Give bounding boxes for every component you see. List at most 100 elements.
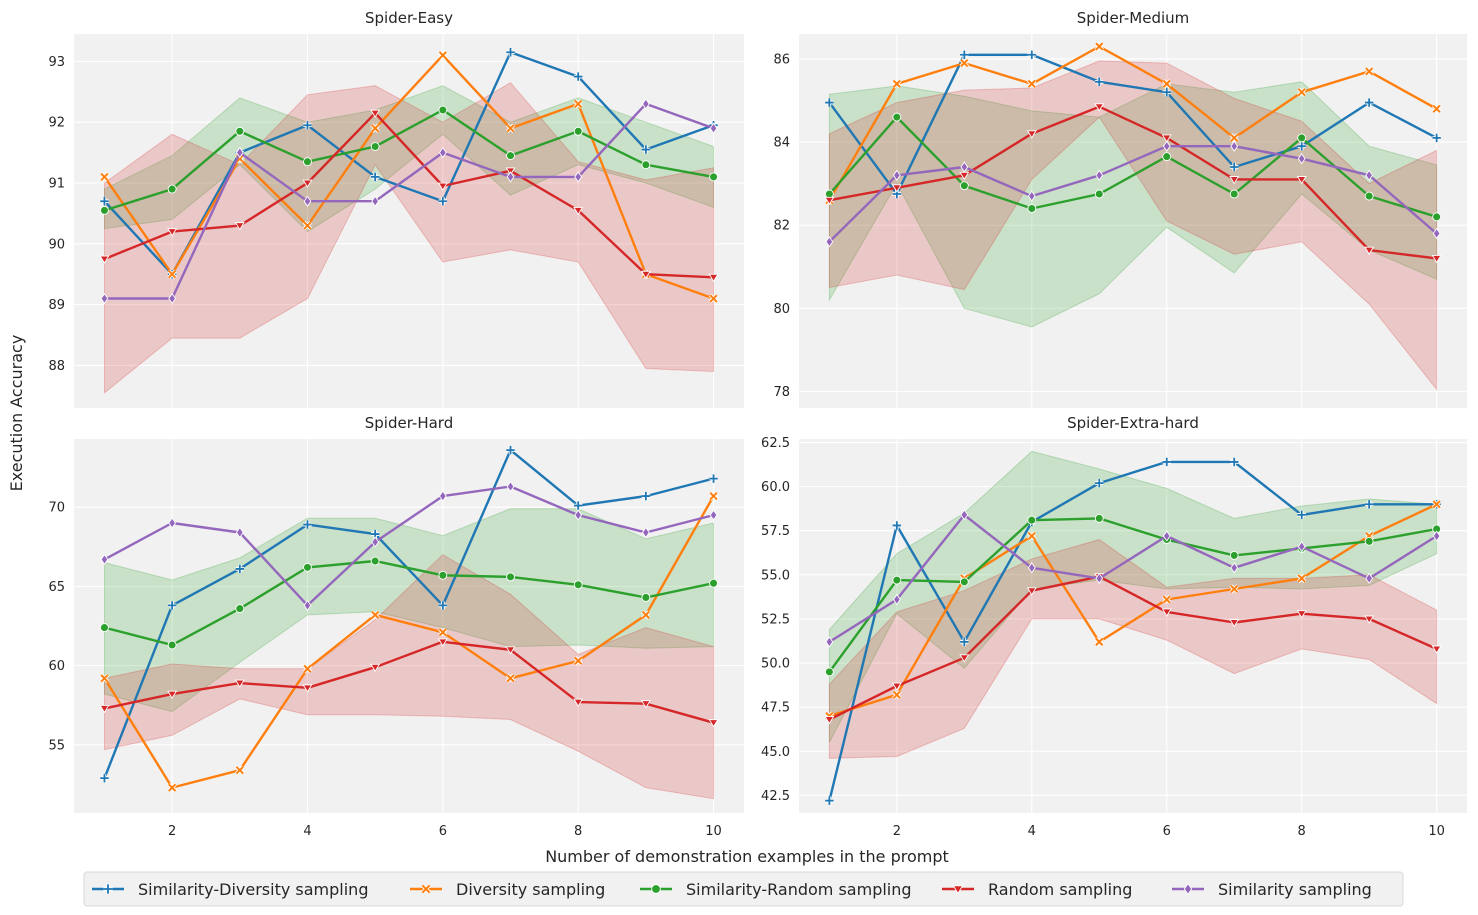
plot-area — [799, 34, 1467, 408]
y-tick-label: 50.0 — [761, 657, 790, 672]
panel-2: 78 80 82 84 86 Spider-Medium — [773, 9, 1467, 408]
point-diversity-sampling — [303, 221, 312, 230]
point-similarity-sampling — [1027, 562, 1036, 574]
point-similarity-sampling — [709, 122, 718, 134]
y-tick-label: 42.5 — [761, 789, 790, 804]
y-tick-label: 55 — [48, 738, 65, 753]
point-similarity-diversity-sampling — [303, 520, 312, 529]
y-tick-label: 82 — [773, 219, 790, 234]
point-similarity-random-sampling — [641, 160, 651, 170]
point-diversity-sampling — [1230, 584, 1239, 594]
point-similarity-sampling — [1432, 530, 1441, 542]
band-similarity-random-sampling — [104, 85, 714, 233]
y-tick-label: 91 — [48, 176, 65, 191]
point-diversity-sampling — [235, 766, 244, 775]
band-random-sampling — [104, 554, 714, 800]
point-similarity-diversity-sampling — [506, 48, 515, 57]
panel-title: Spider-Easy — [365, 9, 453, 27]
legend-label-similarity-diversity-sampling: Similarity-Diversity sampling — [138, 880, 368, 899]
y-tick-label: 88 — [48, 359, 65, 374]
y-tick-label: 78 — [773, 385, 790, 400]
y-tick-label: 60 — [48, 659, 65, 674]
point-diversity-sampling — [371, 610, 380, 619]
point-random-sampling — [437, 638, 448, 647]
y-tick-label: 57.5 — [761, 524, 790, 539]
y-tick-label: 52.5 — [761, 612, 790, 627]
point-similarity-diversity-sampling — [1095, 77, 1104, 86]
point-diversity-sampling — [709, 491, 718, 501]
point-similarity-random-sampling — [100, 623, 109, 633]
point-similarity-sampling — [641, 98, 650, 110]
band-random-sampling — [828, 60, 1438, 391]
point-similarity-random-sampling — [100, 205, 109, 215]
line-similarity-sampling — [104, 102, 714, 300]
point-similarity-random-sampling — [1364, 536, 1374, 546]
point-diversity-sampling — [892, 690, 901, 699]
point-similarity-sampling — [825, 636, 834, 648]
point-similarity-sampling — [709, 509, 718, 521]
point-diversity-sampling — [1432, 104, 1441, 113]
point-similarity-random-sampling — [824, 189, 834, 199]
point-random-sampling — [640, 700, 651, 709]
x-tick-label: 4 — [1028, 824, 1036, 839]
point-diversity-sampling — [438, 628, 447, 637]
point-similarity-diversity-sampling — [1230, 162, 1239, 172]
line-random-sampling — [104, 640, 714, 724]
x-tick-label: 2 — [893, 824, 901, 839]
point-similarity-random-sampling — [167, 640, 177, 650]
point-random-sampling — [824, 196, 835, 206]
point-similarity-diversity-sampling — [438, 601, 448, 610]
point-diversity-sampling — [1027, 531, 1036, 541]
point-similarity-sampling — [574, 509, 583, 521]
band-similarity-random-sampling — [828, 450, 1438, 743]
point-similarity-random-sampling — [506, 151, 515, 161]
plot-area — [74, 439, 744, 813]
plot-area — [74, 34, 744, 408]
point-similarity-sampling — [235, 526, 244, 539]
point-similarity-random-sampling — [709, 578, 718, 588]
point-random-sampling — [640, 270, 651, 280]
point-similarity-diversity-sampling — [960, 637, 969, 647]
x-tick-label: 8 — [574, 824, 582, 839]
point-similarity-sampling — [1365, 169, 1374, 181]
x-tick-label: 10 — [1428, 824, 1445, 839]
point-similarity-diversity-sampling — [960, 50, 969, 59]
legend-label-similarity-sampling: Similarity sampling — [1218, 880, 1372, 899]
point-similarity-random-sampling — [1364, 191, 1374, 201]
y-tick-label: 90 — [48, 237, 65, 252]
point-similarity-diversity-sampling — [1364, 98, 1374, 107]
point-random-sampling — [708, 273, 719, 283]
point-similarity-diversity-sampling — [825, 98, 834, 107]
point-diversity-sampling — [1297, 574, 1306, 583]
point-similarity-diversity-sampling — [100, 197, 109, 206]
point-random-sampling — [234, 679, 245, 688]
plot-area — [799, 439, 1467, 813]
point-similarity-diversity-sampling — [1095, 478, 1104, 488]
y-tick-label: 86 — [773, 52, 790, 67]
point-similarity-random-sampling — [824, 667, 834, 677]
point-diversity-sampling — [1432, 500, 1441, 509]
panel-title: Spider-Medium — [1077, 9, 1190, 27]
point-random-sampling — [302, 179, 313, 188]
point-diversity-sampling — [438, 51, 447, 60]
legend-label-random-sampling: Random sampling — [988, 880, 1132, 899]
y-tick-label: 60.0 — [761, 480, 790, 495]
point-similarity-diversity-sampling — [438, 197, 448, 206]
y-tick-label: 62.5 — [761, 436, 790, 451]
point-similarity-random-sampling — [1297, 133, 1307, 143]
point-similarity-sampling — [100, 292, 109, 305]
band-random-sampling — [828, 539, 1438, 759]
point-similarity-diversity-sampling — [1297, 142, 1306, 151]
line-similarity-sampling — [828, 513, 1438, 643]
y-axis-title: Execution Accuracy — [7, 335, 26, 492]
line-similarity-diversity-sampling — [103, 448, 714, 779]
point-random-sampling — [370, 109, 381, 118]
point-random-sampling — [573, 698, 584, 707]
point-similarity-random-sampling — [1027, 515, 1037, 525]
point-similarity-random-sampling — [1229, 550, 1239, 560]
point-random-sampling — [891, 184, 902, 193]
y-tick-label: 65 — [48, 580, 65, 595]
point-similarity-random-sampling — [370, 556, 380, 566]
point-similarity-random-sampling — [709, 172, 718, 182]
point-similarity-sampling — [1095, 572, 1104, 584]
